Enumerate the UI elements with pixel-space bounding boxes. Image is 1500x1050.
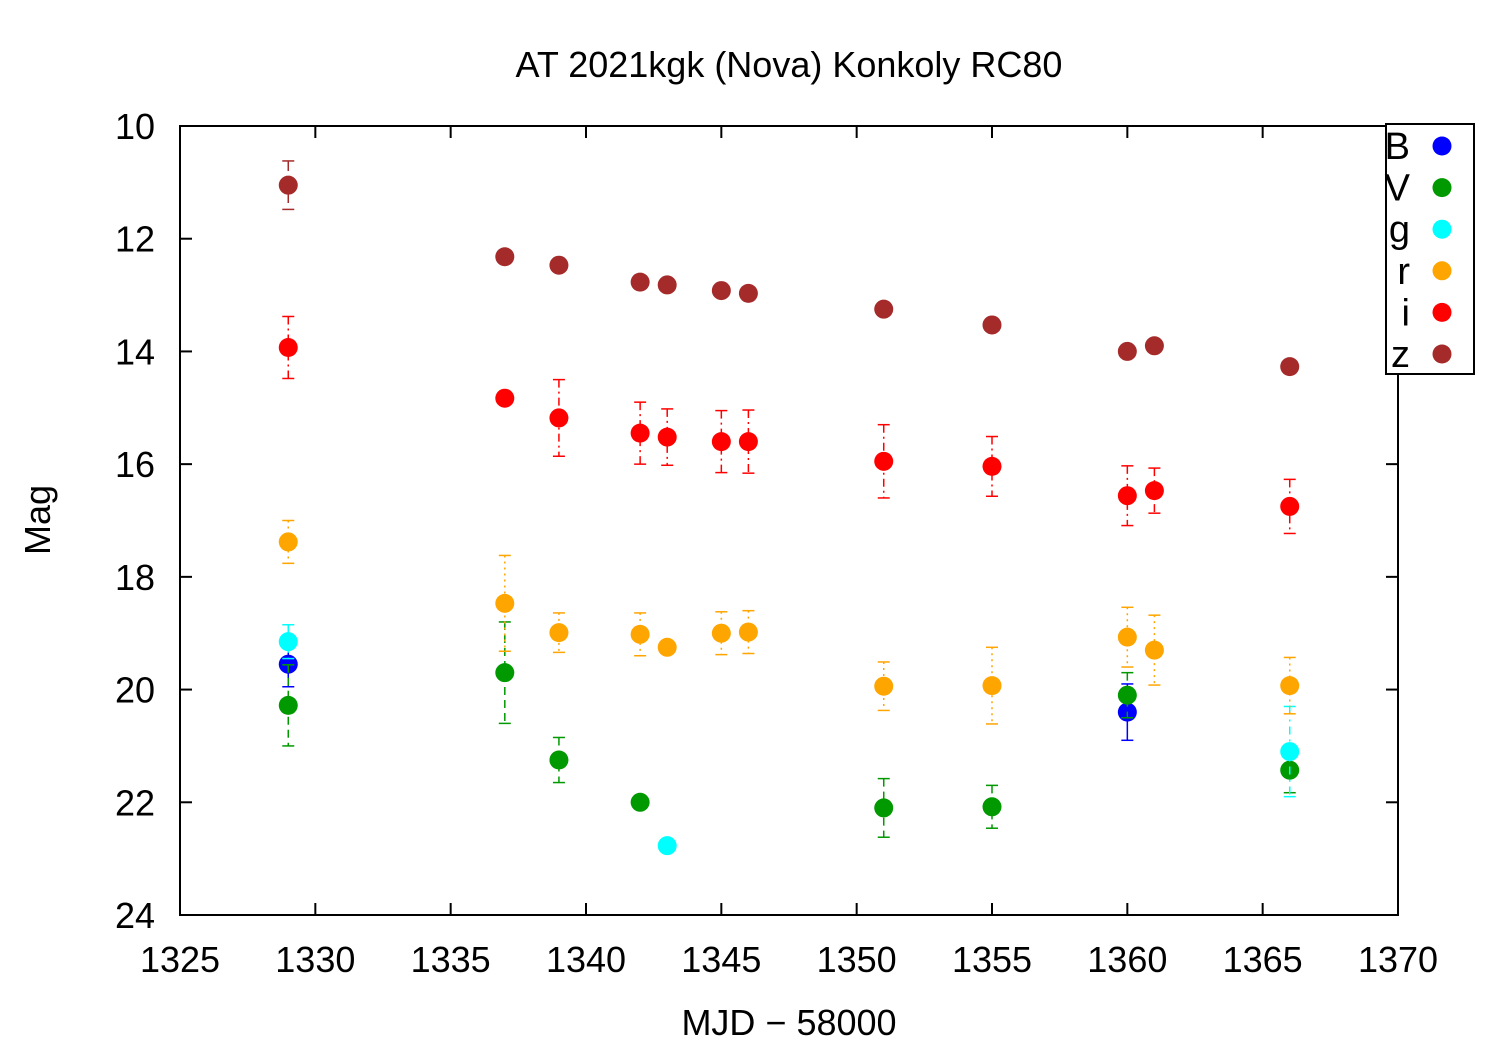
data-point xyxy=(874,798,894,818)
data-point xyxy=(1117,685,1137,705)
x-tick-label: 1370 xyxy=(1358,939,1438,980)
data-point xyxy=(982,797,1002,817)
legend-label-z: z xyxy=(1391,334,1410,376)
data-point xyxy=(549,750,569,770)
legend-marker-i xyxy=(1432,302,1452,322)
data-point xyxy=(495,247,515,267)
data-point xyxy=(1280,357,1300,377)
data-point xyxy=(495,663,515,683)
data-point xyxy=(630,624,650,644)
x-tick-label: 1365 xyxy=(1223,939,1303,980)
data-point xyxy=(495,593,515,613)
data-point xyxy=(657,836,677,856)
data-point xyxy=(874,676,894,696)
series-z xyxy=(278,160,1300,377)
y-tick-label: 22 xyxy=(115,782,155,823)
legend-label-r: r xyxy=(1397,251,1410,293)
data-point xyxy=(495,388,515,408)
data-point xyxy=(657,275,677,295)
data-point xyxy=(711,281,731,301)
legend-label-V: V xyxy=(1385,168,1411,210)
legend-label-g: g xyxy=(1389,209,1410,251)
y-tick-label: 14 xyxy=(115,331,155,372)
legend-marker-B xyxy=(1432,136,1452,156)
data-point xyxy=(738,283,758,303)
x-tick-label: 1350 xyxy=(817,939,897,980)
data-point xyxy=(630,423,650,443)
data-point xyxy=(278,337,298,357)
y-tick-label: 16 xyxy=(115,444,155,485)
data-point xyxy=(1117,341,1137,361)
axis-ticks: 1325 1330 1335 1340 1345 1350 1355 1360 1365 1370… xyxy=(115,106,1438,980)
x-tick-label: 1330 xyxy=(275,939,355,980)
data-point xyxy=(982,456,1002,476)
data-point xyxy=(549,255,569,275)
data-point xyxy=(549,408,569,428)
legend-marker-V xyxy=(1432,178,1452,198)
data-point xyxy=(738,432,758,452)
data-point xyxy=(278,695,298,715)
data-point xyxy=(657,637,677,657)
data-point xyxy=(738,622,758,642)
legend-marker-z xyxy=(1432,344,1452,364)
data-point xyxy=(1144,481,1164,501)
data-point xyxy=(711,432,731,452)
y-axis-label: Mag xyxy=(17,485,58,555)
data-point xyxy=(630,272,650,292)
data-point xyxy=(549,623,569,643)
data-point xyxy=(1144,640,1164,660)
data-point xyxy=(1117,486,1137,506)
data-point xyxy=(982,315,1002,335)
data-point xyxy=(1280,496,1300,516)
data-point xyxy=(711,623,731,643)
data-point xyxy=(1280,742,1300,762)
x-tick-label: 1335 xyxy=(411,939,491,980)
data-point xyxy=(278,632,298,652)
plot-area xyxy=(179,125,1399,916)
data-point xyxy=(630,792,650,812)
x-tick-label: 1325 xyxy=(140,939,220,980)
data-point xyxy=(982,676,1002,696)
legend-marker-g xyxy=(1432,219,1452,239)
y-tick-label: 24 xyxy=(115,895,155,936)
x-tick-label: 1355 xyxy=(952,939,1032,980)
y-tick-label: 12 xyxy=(115,219,155,260)
legend-label-B: B xyxy=(1385,126,1410,168)
y-tick-label: 20 xyxy=(115,670,155,711)
data-point xyxy=(874,299,894,319)
data-point xyxy=(657,427,677,447)
series-r xyxy=(278,519,1300,725)
x-axis-label: MJD − 58000 xyxy=(681,1002,896,1043)
data-point xyxy=(1144,336,1164,356)
y-tick-label: 18 xyxy=(115,557,155,598)
data-point xyxy=(1280,676,1300,696)
data-points xyxy=(278,160,1300,856)
series-i xyxy=(278,315,1300,535)
plot-frame xyxy=(179,125,1399,916)
data-point xyxy=(278,175,298,195)
x-tick-label: 1340 xyxy=(546,939,626,980)
x-tick-label: 1360 xyxy=(1087,939,1167,980)
data-point xyxy=(1117,627,1137,647)
legend-box xyxy=(1385,123,1475,375)
legend-marker-r xyxy=(1432,261,1452,281)
chart-title: AT 2021kgk (Nova) Konkoly RC80 xyxy=(516,44,1063,85)
y-tick-label: 10 xyxy=(115,106,155,147)
legend-label-i: i xyxy=(1402,292,1410,334)
x-tick-label: 1345 xyxy=(681,939,761,980)
data-point xyxy=(874,451,894,471)
data-point xyxy=(278,532,298,552)
